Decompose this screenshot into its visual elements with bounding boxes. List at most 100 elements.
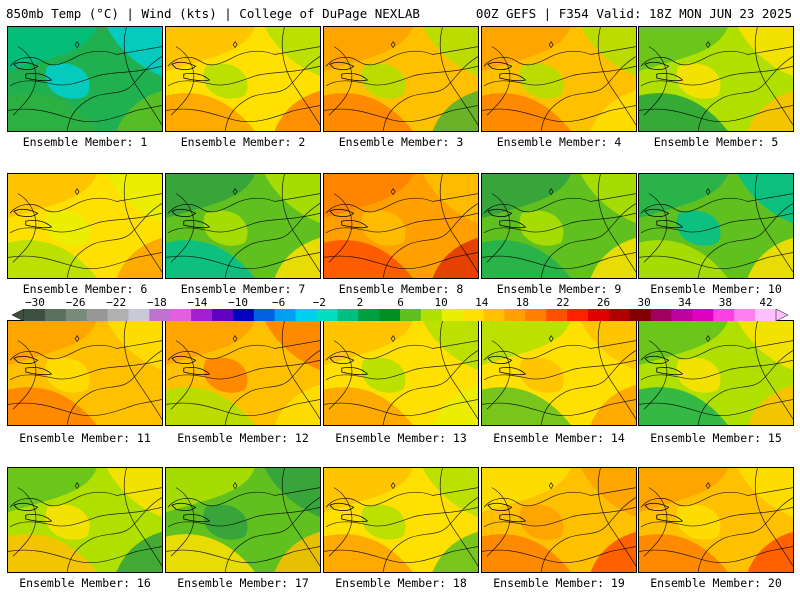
colorbar-swatch (128, 309, 150, 321)
colorbar-swatch (274, 309, 296, 321)
ensemble-member-map (638, 467, 794, 573)
colorbar-swatch (713, 309, 735, 321)
ensemble-member-label: Ensemble Member: 1 (22, 135, 148, 149)
colorbar-tick-label: 30 (637, 296, 651, 309)
ensemble-member-label: Ensemble Member: 5 (653, 135, 779, 149)
ensemble-member-map (481, 173, 637, 279)
temperature-field (324, 174, 478, 278)
colorbar-swatch (441, 309, 463, 321)
temperature-field (166, 321, 320, 425)
colorbar-swatch (86, 309, 108, 321)
ensemble-member-label: Ensemble Member: 14 (493, 431, 625, 445)
temperature-field (324, 321, 478, 425)
colorbar-swatch (567, 309, 589, 321)
ensemble-member-label: Ensemble Member: 4 (496, 135, 622, 149)
colorbar-tick-label: −2 (312, 296, 326, 309)
colorbar-swatch (462, 309, 484, 321)
ensemble-member-label: Ensemble Member: 12 (177, 431, 309, 445)
colorbar-swatch (65, 309, 87, 321)
colorbar-tick-label: 18 (515, 296, 529, 309)
colorbar-tick-label: 2 (356, 296, 364, 309)
colorbar-swatch (671, 309, 693, 321)
colorbar-tick-label: 34 (678, 296, 692, 309)
temperature-field (639, 321, 793, 425)
temperature-field (324, 468, 478, 572)
ensemble-member-label: Ensemble Member: 6 (22, 282, 148, 296)
ensemble-member-map (481, 26, 637, 132)
colorbar-swatch (400, 309, 422, 321)
ensemble-member-label: Ensemble Member: 10 (650, 282, 782, 296)
temperature-field (482, 468, 636, 572)
colorbar-tick-label: 10 (434, 296, 448, 309)
temperature-field (639, 27, 793, 131)
colorbar-swatch (232, 309, 255, 321)
colorbar-swatch (734, 309, 756, 321)
ensemble-member-label: Ensemble Member: 15 (650, 431, 782, 445)
ensemble-member-map (638, 320, 794, 426)
colorbar-swatch (692, 309, 714, 321)
colorbar-swatch (24, 309, 46, 321)
temperature-field (8, 321, 162, 425)
colorbar-swatch (337, 309, 359, 321)
ensemble-member-label: Ensemble Member: 20 (650, 576, 782, 590)
colorbar-tick-label: −22 (106, 296, 127, 309)
ensemble-member-map (638, 173, 794, 279)
colorbar-swatch (107, 309, 129, 321)
ensemble-member-label: Ensemble Member: 8 (338, 282, 464, 296)
colorbar-tick-label: 14 (475, 296, 489, 309)
ensemble-member-label: Ensemble Member: 11 (19, 431, 151, 445)
ensemble-member-map (638, 26, 794, 132)
temperature-field (482, 174, 636, 278)
temperature-field (639, 468, 793, 572)
temperature-field (166, 27, 320, 131)
ensemble-member-label: Ensemble Member: 9 (496, 282, 622, 296)
temperature-field (482, 27, 636, 131)
ensemble-member-label: Ensemble Member: 2 (180, 135, 306, 149)
ensemble-member-label: Ensemble Member: 18 (335, 576, 467, 590)
colorbar-swatch (629, 309, 651, 321)
colorbar-swatch (253, 309, 275, 321)
colorbar-tick-label: −14 (187, 296, 208, 309)
temperature-field (8, 174, 162, 278)
colorbar-tick-label: 6 (397, 296, 404, 309)
ensemble-member-map (165, 320, 321, 426)
colorbar-tick-label: −30 (25, 296, 45, 309)
ensemble-member-map (7, 173, 163, 279)
temperature-field (8, 468, 162, 572)
colorbar-swatch (44, 309, 67, 321)
colorbar-tick-label: −26 (65, 296, 86, 309)
ensemble-member-label: Ensemble Member: 17 (177, 576, 309, 590)
colorbar-swatch (546, 309, 568, 321)
temperature-field (482, 321, 636, 425)
temperature-field (324, 27, 478, 131)
ensemble-member-map (323, 173, 479, 279)
temperature-field (166, 174, 320, 278)
temperature-colorbar (11, 306, 789, 322)
colorbar-swatch (191, 309, 213, 321)
colorbar-swatch (525, 309, 547, 321)
ensemble-member-label: Ensemble Member: 7 (180, 282, 306, 296)
ensemble-member-map (323, 467, 479, 573)
ensemble-member-map (165, 467, 321, 573)
ensemble-member-map (481, 467, 637, 573)
ensemble-member-map (323, 26, 479, 132)
ensemble-member-map (323, 320, 479, 426)
ensemble-member-map (7, 467, 163, 573)
colorbar-tick-label: −10 (228, 296, 248, 309)
temperature-field (639, 174, 793, 278)
colorbar-tick-label: 38 (718, 296, 732, 309)
colorbar-swatch (755, 309, 777, 321)
colorbar-swatch (170, 309, 192, 321)
colorbar-tick-label: 22 (556, 296, 570, 309)
ensemble-member-map (165, 173, 321, 279)
colorbar-swatch (379, 309, 401, 321)
colorbar-swatch (650, 309, 672, 321)
temperature-field (166, 468, 320, 572)
temperature-field (8, 27, 162, 131)
ensemble-member-map (7, 320, 163, 426)
ensemble-member-map (481, 320, 637, 426)
ensemble-member-label: Ensemble Member: 13 (335, 431, 467, 445)
ensemble-member-label: Ensemble Member: 3 (338, 135, 464, 149)
colorbar-swatch (504, 309, 526, 321)
colorbar-swatch (295, 309, 317, 321)
